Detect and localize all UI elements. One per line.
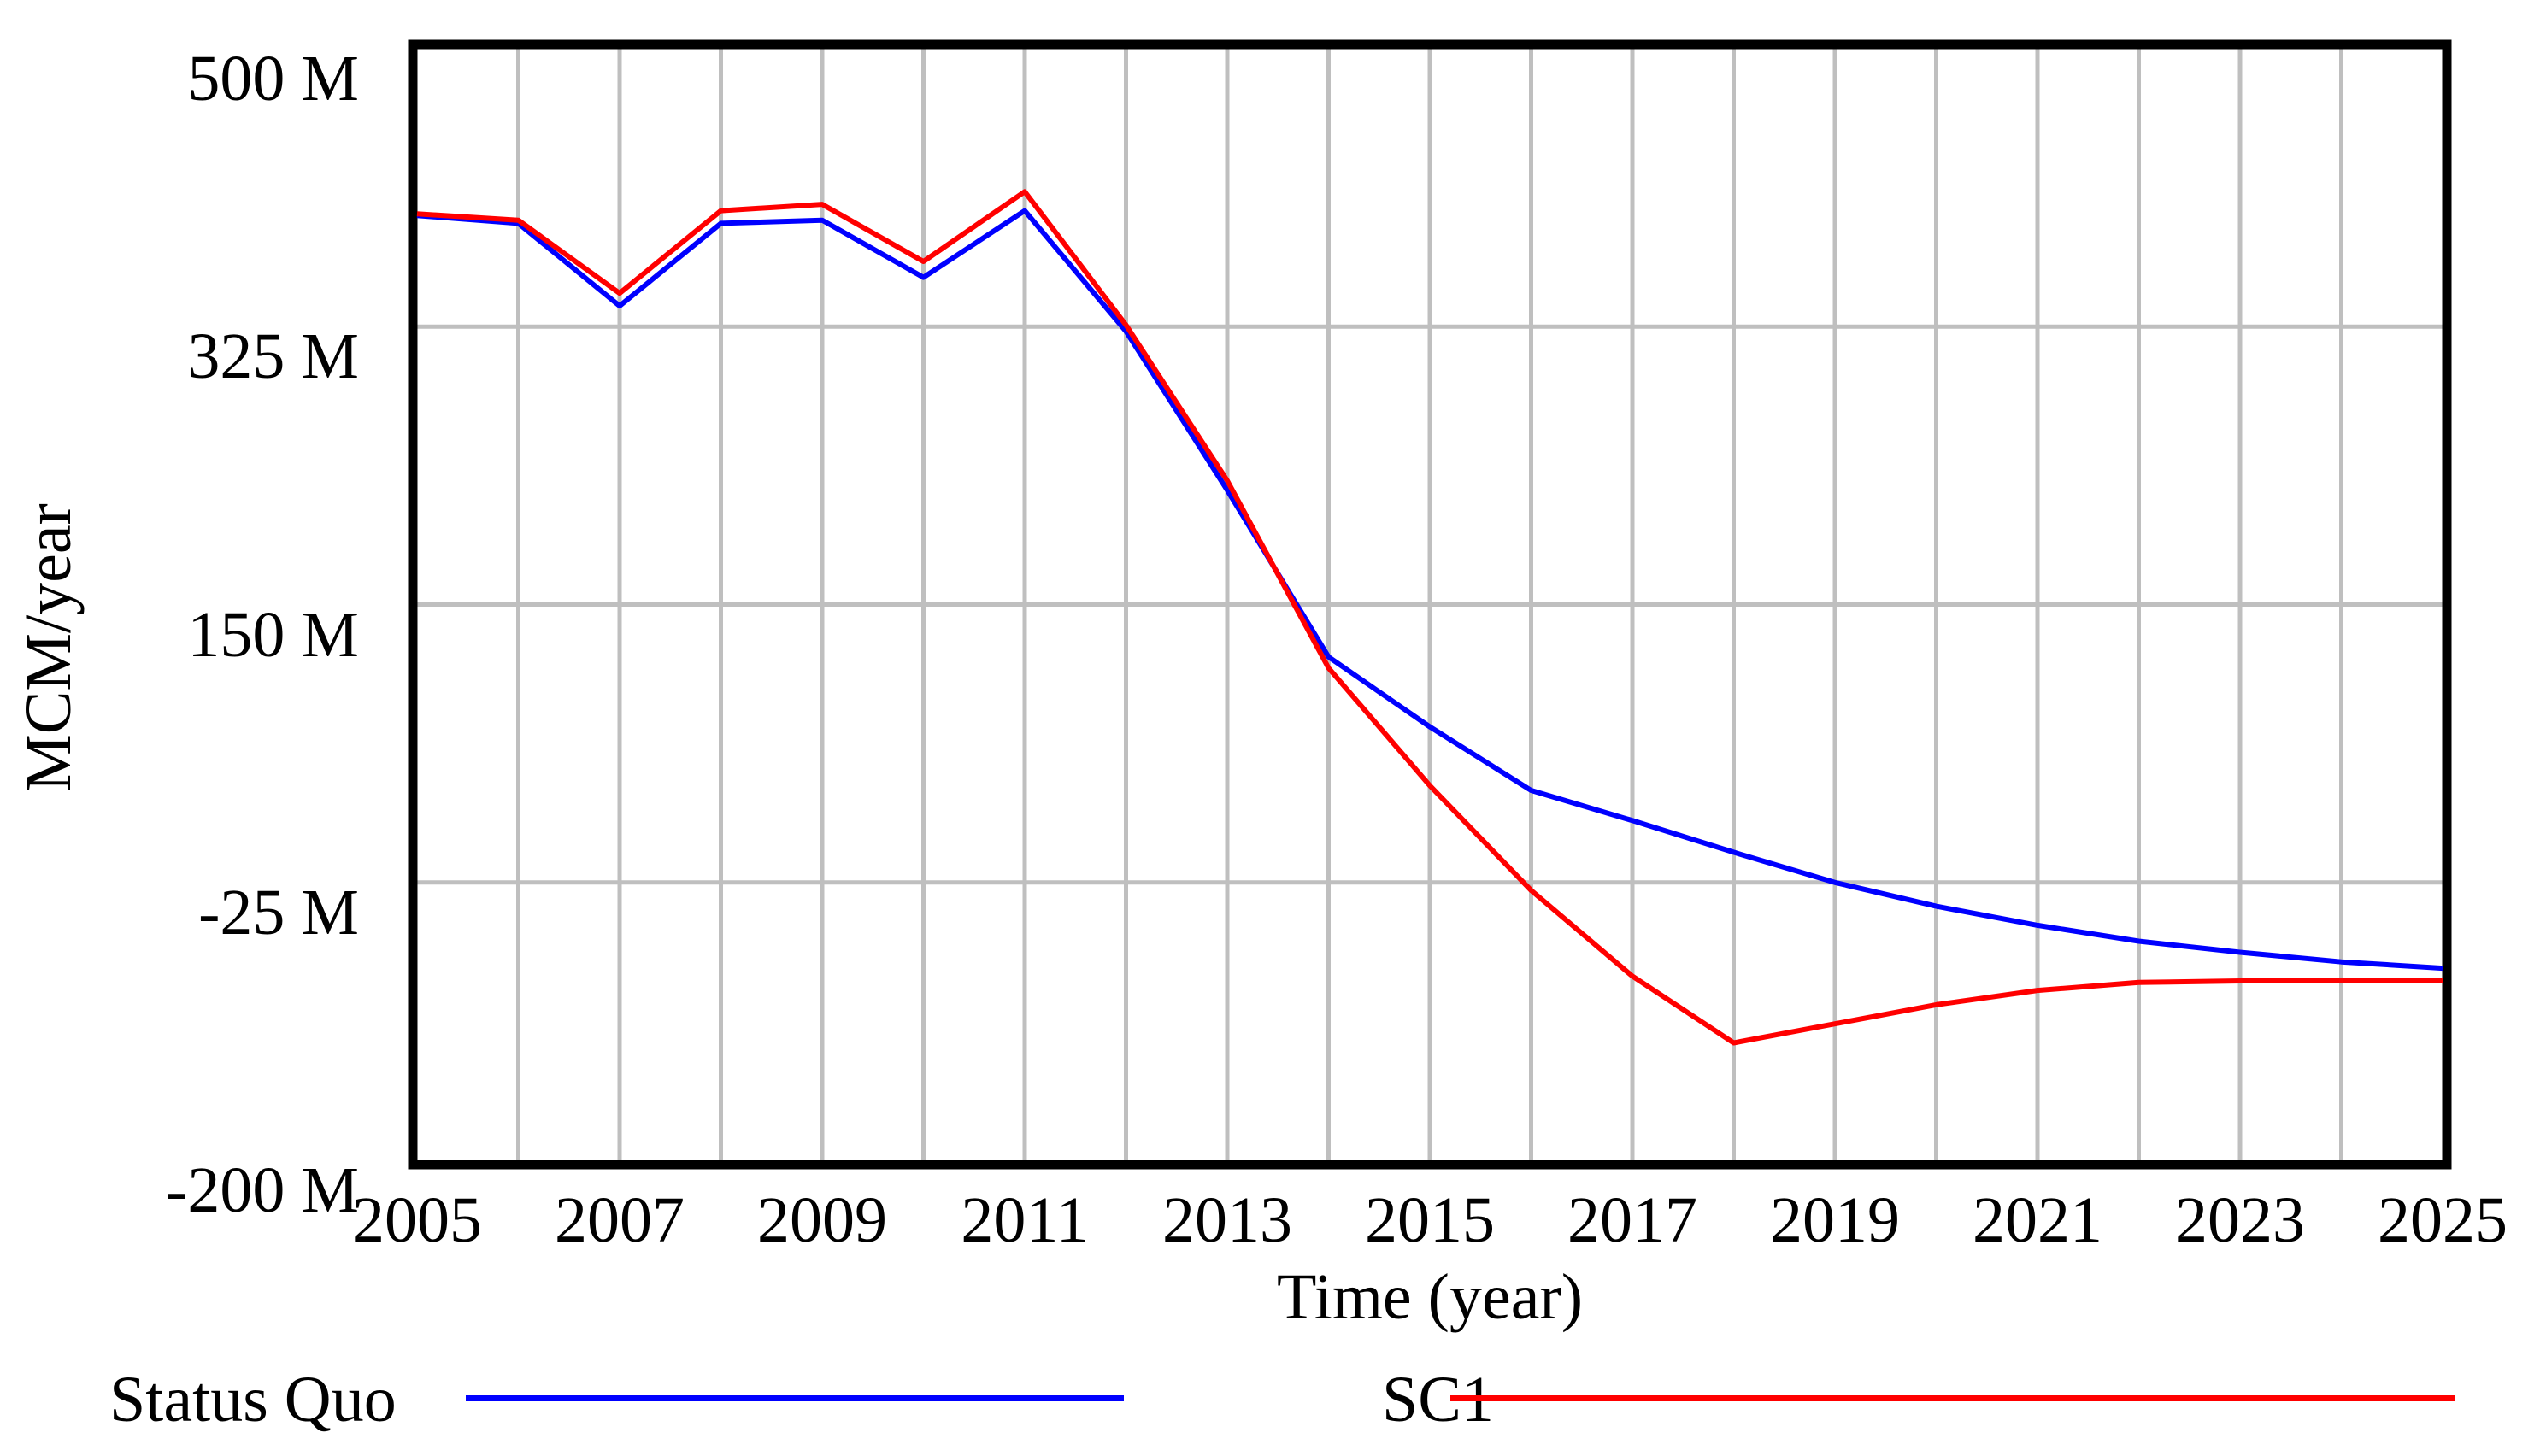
- legend-line-sc1: [1450, 1395, 2455, 1401]
- y-tick-label: 500 M: [187, 43, 359, 114]
- legend-label-status-quo: Status Quo: [109, 1364, 397, 1435]
- y-tick-label: -25 M: [198, 876, 359, 948]
- legend-line-status-quo: [466, 1395, 1124, 1401]
- x-tick-label: 2019: [1770, 1184, 1900, 1256]
- y-tick-label: 325 M: [187, 320, 359, 393]
- x-tick-label: 2021: [1973, 1184, 2102, 1256]
- x-tick-label: 2009: [757, 1184, 887, 1256]
- x-tick-label: 2015: [1365, 1184, 1495, 1256]
- x-tick-label: 2025: [2378, 1184, 2508, 1256]
- x-tick-label: 2011: [961, 1184, 1089, 1256]
- x-tick-label: 2013: [1162, 1184, 1292, 1256]
- x-tick-label: 2005: [352, 1184, 482, 1256]
- y-axis-title: MCM/year: [13, 503, 85, 792]
- x-axis-title: Time (year): [1276, 1261, 1584, 1333]
- y-tick-label: 150 M: [187, 598, 359, 671]
- y-tick-label: -200 M: [166, 1154, 359, 1226]
- x-tick-label: 2007: [555, 1184, 685, 1256]
- x-tick-label: 2017: [1567, 1184, 1697, 1256]
- series-line-status-quo: [416, 208, 2443, 972]
- plot-frame: [408, 39, 2452, 1170]
- series-line-sc1: [416, 189, 2443, 1046]
- x-tick-label: 2023: [2175, 1184, 2305, 1256]
